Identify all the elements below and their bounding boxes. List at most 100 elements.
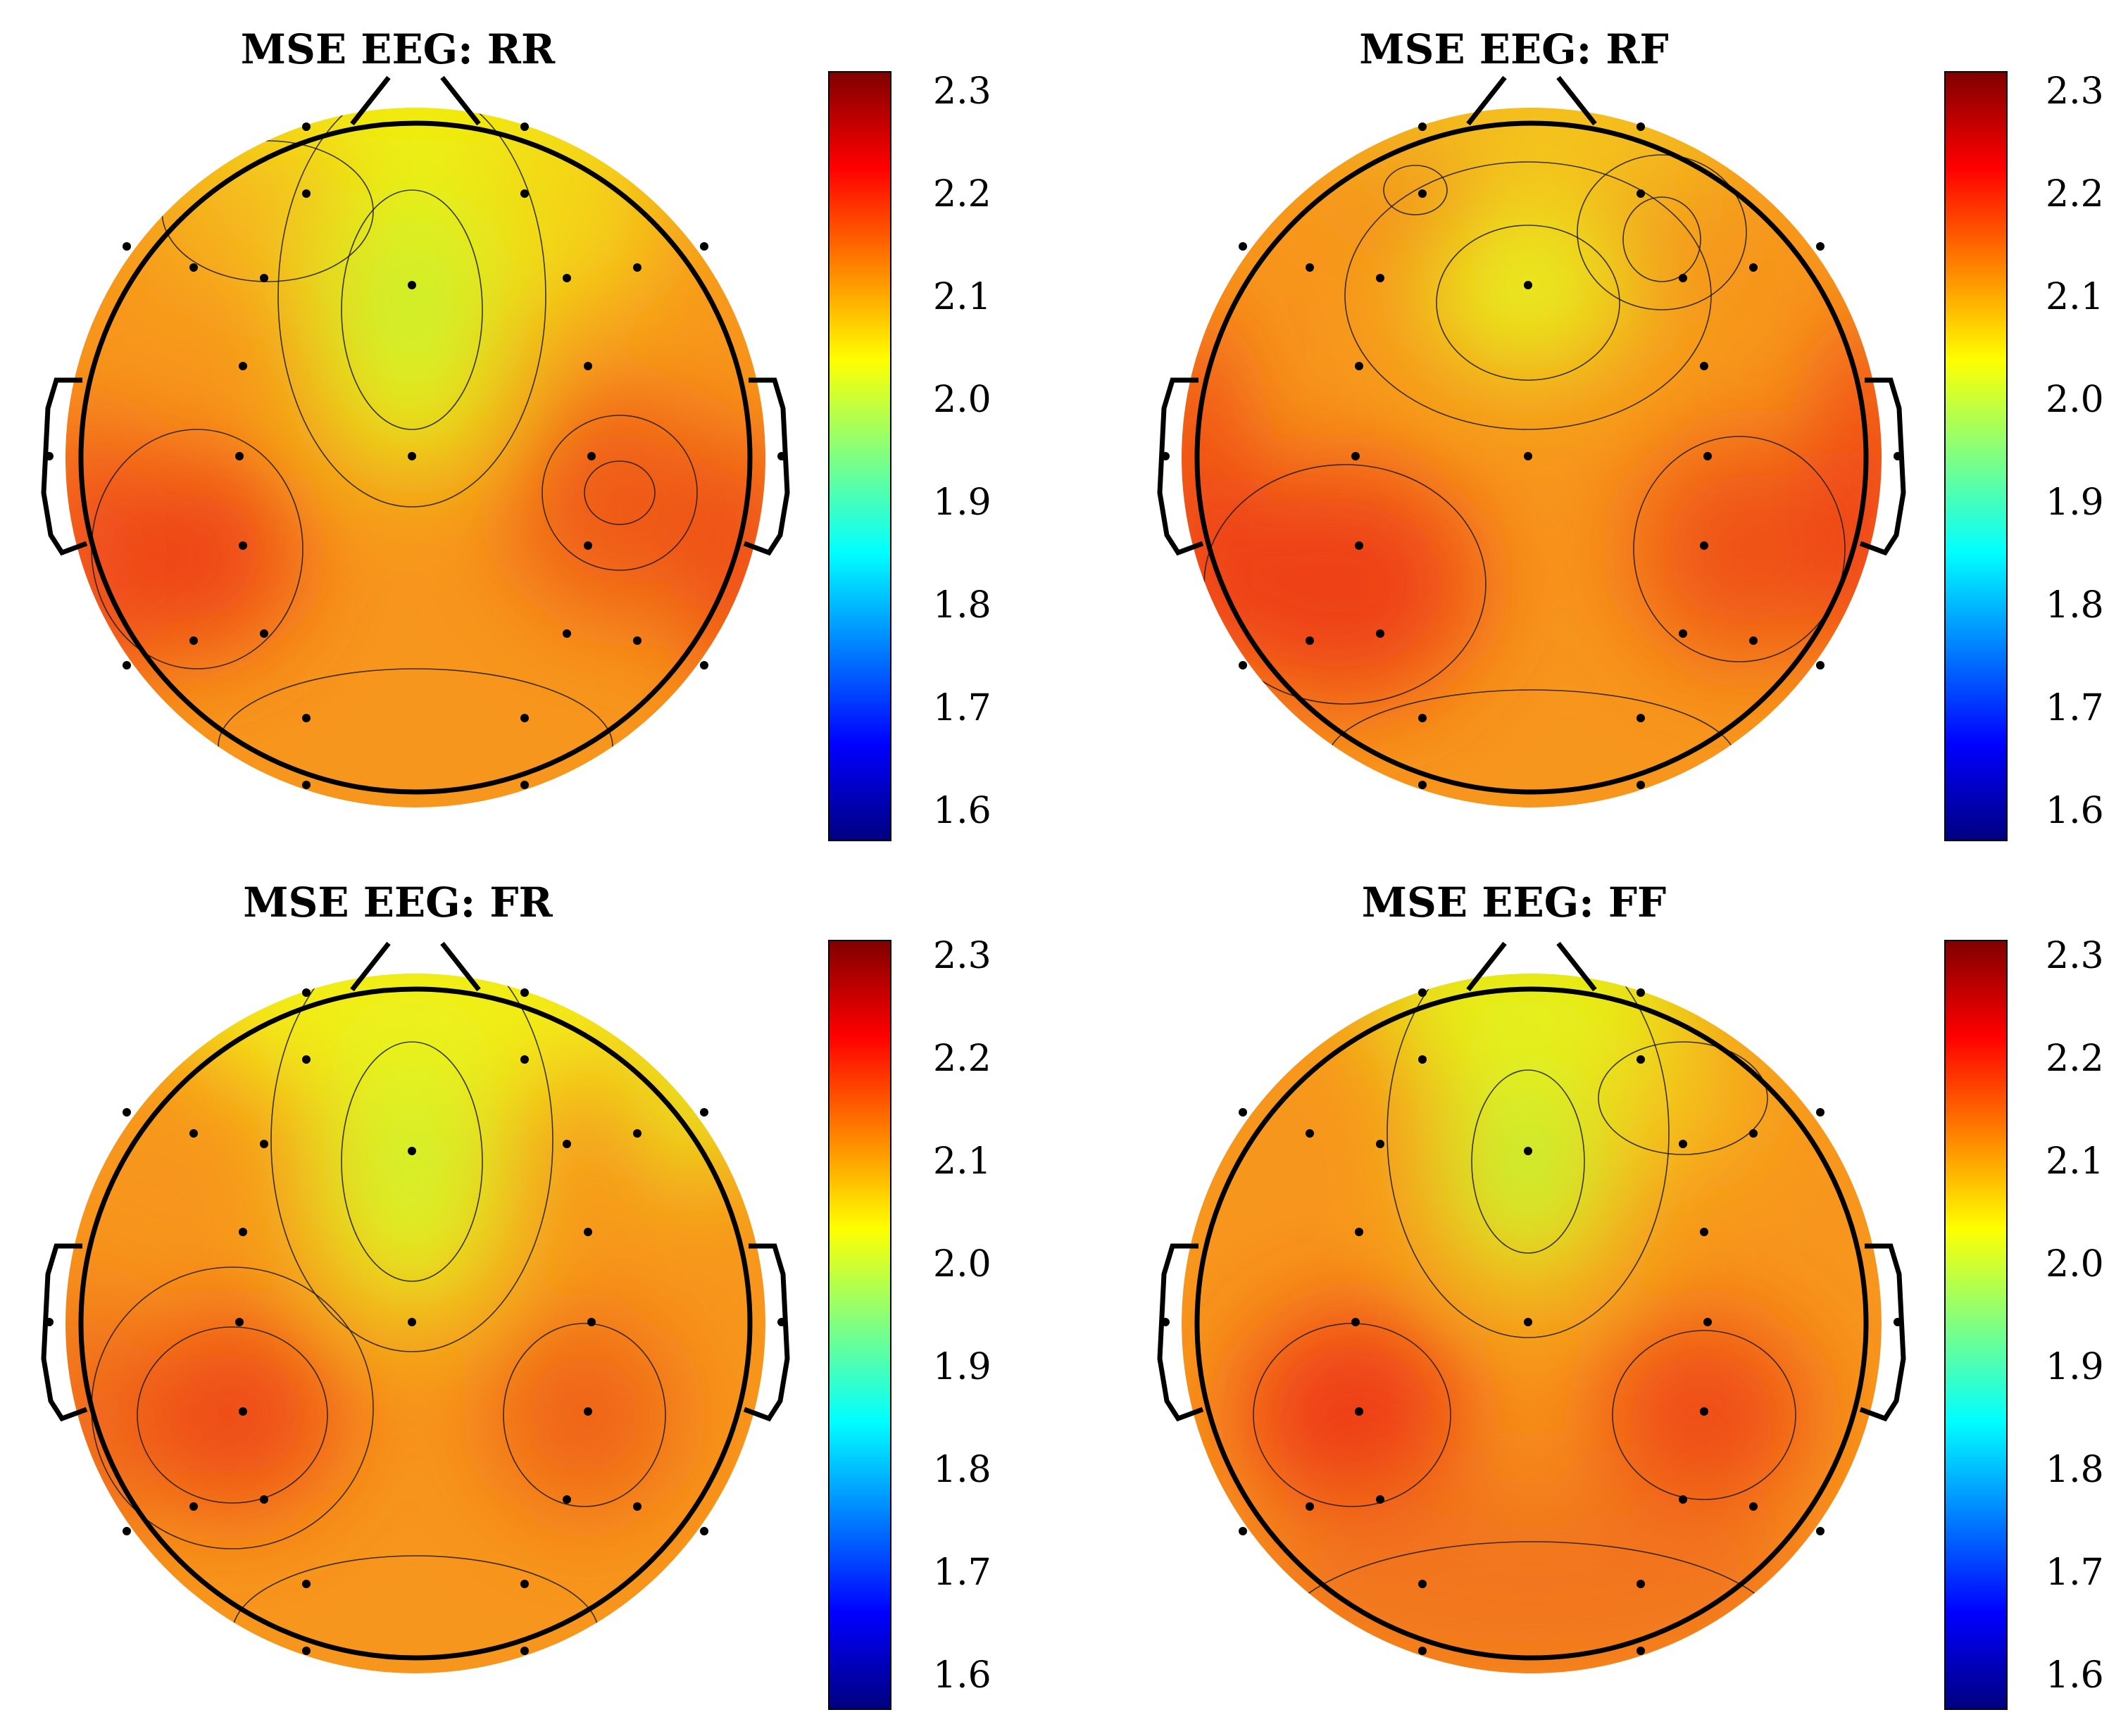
electrode-dot	[1700, 1228, 1708, 1236]
electrode-dot	[1636, 714, 1645, 722]
electrode-dot	[123, 661, 131, 669]
colorbar: 2.3 2.2 2.1 2.0 1.9 1.8 1.7 1.6	[828, 935, 991, 1710]
hotspot-left-temporal	[127, 1316, 338, 1514]
electrode-dot	[1355, 541, 1363, 550]
electrode-dot	[1816, 242, 1825, 251]
colorbar-gradient	[829, 72, 891, 841]
electrode-dot	[1749, 263, 1758, 272]
colorbar-tick-2.2: 2.2	[933, 1038, 991, 1080]
colorbar-tick-2.0: 2.0	[933, 1243, 991, 1285]
electrode-dot	[584, 362, 592, 370]
electrode-dot	[1239, 661, 1247, 669]
electrode-dot	[302, 122, 311, 131]
contour-line	[1436, 225, 1620, 381]
contour-line	[1598, 1041, 1768, 1155]
electrode-dot	[1679, 629, 1687, 638]
electrode-dot	[302, 988, 311, 997]
electrode-dot	[1749, 1502, 1758, 1511]
electrodes	[1161, 988, 1902, 1655]
electrode-dot	[1524, 452, 1532, 460]
electrode-dot	[633, 263, 641, 272]
colorbar-tick-1.9: 1.9	[2046, 1346, 2104, 1388]
hotspot-right-edge	[1824, 310, 1882, 676]
electrode-dot	[584, 1228, 592, 1236]
colorbar: 2.3 2.2 2.1 2.0 1.9 1.8 1.7 1.6	[1944, 935, 2104, 1710]
electrode-dot	[1679, 1495, 1687, 1504]
electrode-dot	[239, 541, 247, 550]
electrode-dot	[1161, 1318, 1170, 1326]
electrode-dot	[1749, 1129, 1758, 1138]
hotspot-left-edge	[65, 1281, 134, 1563]
colorbar-tick-1.6: 1.6	[2046, 790, 2104, 832]
hotspot-right-edge	[697, 436, 765, 718]
electrode-dot	[302, 1055, 311, 1064]
colorbar-tick-1.8: 1.8	[933, 1449, 991, 1491]
electrode-dot	[1636, 1055, 1645, 1064]
hotspot-right-frontal	[1598, 169, 1725, 296]
electrode-dot	[1239, 1527, 1247, 1535]
hotspot-right-frontal	[1598, 1035, 1753, 1162]
electrode-dot	[700, 1527, 708, 1535]
hotspot-right-temporal	[1634, 436, 1845, 662]
colorbar-tick-1.6: 1.6	[2046, 1654, 2104, 1697]
colorbar-tick-2.3: 2.3	[933, 70, 991, 113]
colorbar-tick-1.7: 1.7	[933, 687, 991, 729]
colorbar-tick-1.8: 1.8	[2046, 584, 2104, 627]
electrode-dot	[1418, 988, 1427, 997]
left-ear	[1157, 377, 1204, 556]
left-ear	[41, 377, 88, 556]
electrode-dot	[1700, 362, 1708, 370]
electrodes	[45, 988, 786, 1655]
electrode-dot	[1524, 1318, 1532, 1326]
electrode-dot	[520, 122, 529, 131]
contour-line	[542, 415, 698, 571]
electrode-dot	[123, 1527, 131, 1535]
electrode-dot	[302, 189, 311, 198]
electrode-dot	[302, 1647, 311, 1655]
nose	[350, 75, 481, 126]
electrode-dot	[123, 1108, 131, 1117]
colorbar-tick-1.6: 1.6	[933, 1654, 991, 1697]
electrode-dot	[777, 1318, 786, 1326]
electrode-dot	[45, 1318, 54, 1326]
colorbar-gradient	[1945, 72, 2007, 841]
electrode-dot	[45, 452, 54, 460]
head-outline	[41, 75, 790, 795]
electrode-dot	[239, 1407, 247, 1416]
electrode-dot	[1306, 1502, 1314, 1511]
electrode-dot	[1636, 1647, 1645, 1655]
panel-title: MSE EEG: RF	[1359, 25, 1668, 73]
right-ear	[1859, 1243, 1906, 1422]
electrode-dot	[1749, 636, 1758, 645]
electrode-dot	[1524, 281, 1532, 289]
electrode-dot	[520, 714, 529, 722]
scalp-heatmap	[65, 108, 765, 807]
hotspot-left-edge	[65, 408, 134, 718]
colorbar-frame	[1944, 940, 2008, 1710]
head-outline	[41, 941, 790, 1661]
electrode-dot	[1418, 781, 1427, 789]
colorbar: 2.3 2.2 2.1 2.0 1.9 1.8 1.7 1.6	[1944, 70, 2104, 841]
electrode-dot	[520, 1055, 529, 1064]
electrode-dot	[1376, 274, 1384, 282]
contour-line	[1471, 1069, 1585, 1254]
contour-line	[341, 189, 483, 430]
electrode-dot	[520, 1580, 529, 1588]
contour-line	[137, 1326, 328, 1504]
hotspot-bottom	[1250, 1478, 1813, 1673]
colorbar-frame	[1944, 71, 2008, 841]
colorbar-gradient	[1945, 941, 2007, 1709]
contour-line	[584, 460, 656, 525]
contour-lines	[1253, 974, 1796, 1673]
colorbar-tick-2.1: 2.1	[2046, 1140, 2104, 1183]
colorbar-tick-1.8: 1.8	[2046, 1449, 2104, 1491]
electrode-dot	[1816, 1527, 1825, 1535]
electrode-dot	[520, 988, 529, 997]
colorbar-tick-2.2: 2.2	[933, 173, 991, 215]
colorbar-tick-2.0: 2.0	[2046, 1243, 2104, 1285]
electrode-dot	[260, 274, 268, 282]
colorbar-tick-1.7: 1.7	[933, 1552, 991, 1594]
electrode-dot	[189, 1129, 198, 1138]
hotspot-frontal-midline	[363, 1091, 461, 1232]
electrode-dot	[408, 1147, 416, 1155]
